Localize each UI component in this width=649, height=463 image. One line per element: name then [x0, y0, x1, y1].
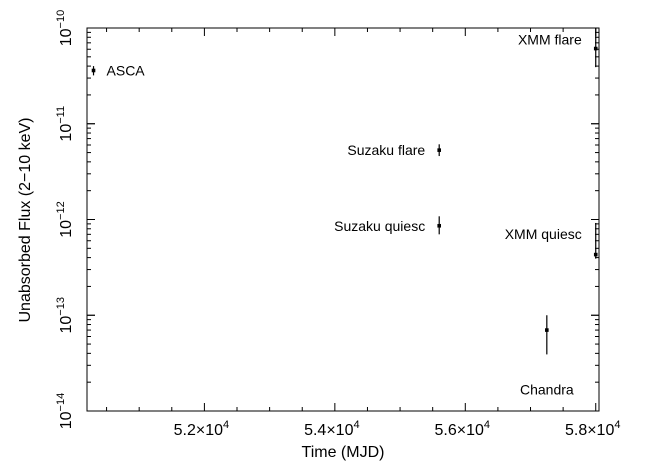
- y-tick-base: 10: [58, 316, 75, 334]
- x-tick-label: 5.2×104: [174, 419, 230, 439]
- y-tick-base: 10: [58, 220, 75, 238]
- y-tick-exponent: −10: [55, 10, 67, 29]
- point-label: XMM quiesc: [505, 226, 582, 242]
- data-marker: [593, 252, 598, 257]
- x-tick-label: 5.8×104: [565, 419, 621, 439]
- point-label: XMM flare: [518, 32, 582, 48]
- y-tick-label: 10−12: [55, 201, 75, 237]
- y-tick-label: 10−13: [55, 297, 75, 333]
- y-tick-base: 10: [58, 124, 75, 142]
- data-point: XMM quiesc: [505, 222, 598, 259]
- y-tick-label: 10−14: [55, 393, 75, 429]
- data-marker: [91, 68, 96, 73]
- x-tick-exponent: 4: [223, 419, 229, 431]
- y-tick-base: 10: [58, 411, 75, 429]
- point-label: Suzaku flare: [347, 142, 425, 158]
- data-point: XMM flare: [518, 28, 598, 68]
- y-tick-exponent: −11: [55, 106, 67, 124]
- x-tick-mantissa: 5.6×10: [435, 422, 484, 439]
- x-tick-exponent: 4: [614, 419, 620, 431]
- y-tick-label: 10−10: [55, 10, 75, 46]
- data-marker: [437, 223, 442, 228]
- x-tick-label: 5.4×104: [304, 419, 360, 439]
- data-point: ASCA: [91, 62, 146, 78]
- x-tick-exponent: 4: [353, 419, 359, 431]
- x-tick-label: 5.6×104: [435, 419, 491, 439]
- y-tick-exponent: −13: [55, 297, 67, 316]
- data-point: Suzaku quiesc: [334, 216, 442, 235]
- data-point: Chandra: [520, 315, 574, 397]
- data-marker: [545, 328, 549, 332]
- x-tick-exponent: 4: [484, 419, 490, 431]
- x-tick-mantissa: 5.2×10: [174, 422, 223, 439]
- y-tick-base: 10: [58, 28, 75, 46]
- point-label: Suzaku quiesc: [334, 218, 425, 234]
- x-axis: 5.2×104 5.4×104 5.6×104 5.8×104: [106, 28, 621, 439]
- y-axis-label: Unabsorbed Flux (2−10 keV): [17, 118, 34, 323]
- data-point: Suzaku flare: [347, 142, 442, 158]
- x-tick-mantissa: 5.8×10: [565, 422, 614, 439]
- y-tick-exponent: −12: [55, 201, 67, 220]
- point-label: Chandra: [520, 381, 574, 397]
- data-marker: [437, 148, 442, 152]
- x-tick-mantissa: 5.4×10: [304, 422, 353, 439]
- y-tick-label: 10−11: [55, 106, 75, 142]
- data-points: ASCA Suzaku flare Suzaku quiesc XMM flare XM…: [91, 28, 598, 397]
- data-marker: [593, 46, 598, 51]
- y-tick-exponent: −14: [55, 393, 67, 412]
- x-axis-label: Time (MJD): [302, 444, 385, 461]
- point-label: ASCA: [107, 62, 146, 78]
